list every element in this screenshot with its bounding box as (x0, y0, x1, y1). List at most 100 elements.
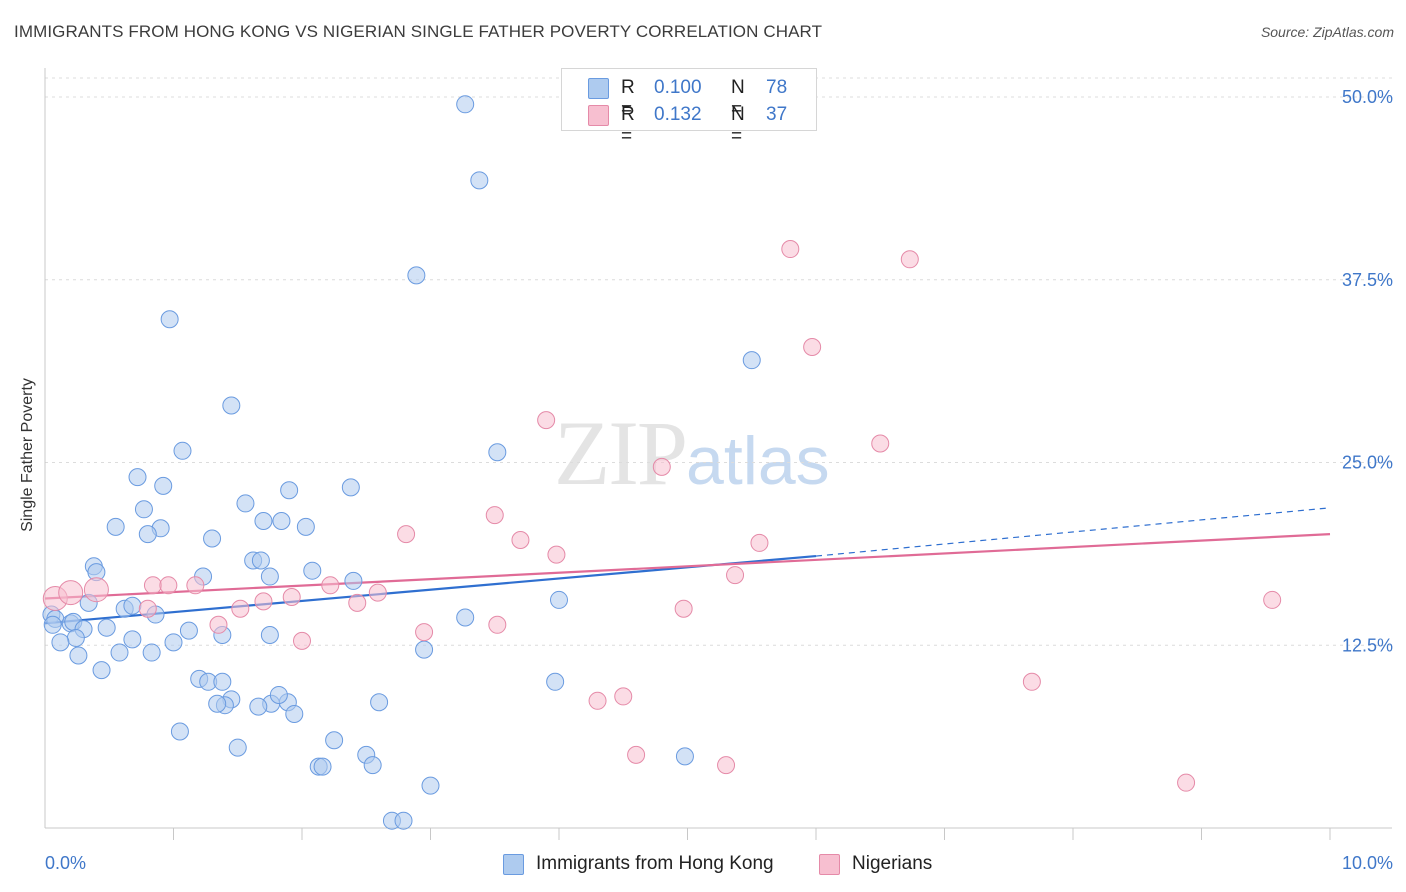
hong-kong-point (123, 630, 142, 649)
hong-kong-point (228, 738, 247, 757)
hong-kong-point (742, 351, 761, 370)
hong-kong-point (272, 511, 291, 530)
nigerians-point (1263, 590, 1282, 609)
hong-kong-point (280, 481, 299, 500)
legend-n-label: N = (731, 77, 745, 120)
watermark-atlas: atlas (686, 423, 830, 499)
x-tick-label: 0.0% (45, 853, 86, 873)
legend-r-label: R = (621, 77, 635, 120)
legend-n-value: 37 (766, 104, 788, 125)
hong-kong-point (110, 643, 129, 662)
hong-kong-point (134, 500, 153, 519)
hong-kong-point (69, 646, 88, 665)
bottom-legend-label: Immigrants from Hong Kong (536, 853, 774, 874)
correlation-legend: R = 0.100 N = 78 R = 0.132 N = 37 (561, 68, 817, 147)
nigerians-point (488, 615, 507, 634)
nigerians-point (726, 566, 745, 585)
bottom-legend-swatch (503, 854, 524, 875)
chart-title: IMMIGRANTS FROM HONG KONG VS NIGERIAN SI… (14, 22, 823, 41)
nigerians-point (900, 250, 919, 269)
nigerians-point (652, 457, 671, 476)
bottom-legend-label: Nigerians (852, 853, 933, 874)
hong-kong-point (128, 468, 147, 487)
nigerians-point (368, 583, 387, 602)
bottom-legend-swatch (819, 854, 840, 875)
hong-kong-point (370, 693, 389, 712)
nigerians-point (588, 691, 607, 710)
y-axis-label: Single Father Poverty (19, 378, 36, 532)
hong-kong-point (97, 618, 116, 637)
legend-r-value: 0.100 (654, 77, 702, 98)
hong-kong-point (203, 529, 222, 548)
hong-kong-point (341, 478, 360, 497)
nigerians-point (750, 533, 769, 552)
watermark: ZIPatlas (554, 400, 830, 506)
y-tick-label: 50.0% (1342, 87, 1393, 107)
tick-labels: 12.5% 25.0% 37.5% 50.0% 0.0% 10.0% (45, 87, 1393, 873)
nigerians-point (321, 576, 340, 595)
nigerians-point (138, 599, 157, 618)
hong-kong-point (407, 266, 426, 285)
nigerians-point (209, 615, 228, 634)
nigerians-point (871, 434, 890, 453)
hong-kong-point (208, 694, 227, 713)
nigerians-point (627, 745, 646, 764)
legend-n-value: 78 (766, 77, 788, 98)
hong-kong-point (106, 517, 125, 536)
nigerians-point (159, 576, 178, 595)
hong-kong-point (154, 476, 173, 495)
nigerians-point (83, 577, 109, 603)
hong-kong-point (123, 596, 142, 615)
nigerians-point (803, 338, 822, 357)
hong-kong-point (488, 443, 507, 462)
nigerians-point (143, 576, 162, 595)
hong-kong-point (546, 672, 565, 691)
hong-kong-point (363, 756, 382, 775)
nigerians-point (511, 530, 530, 549)
source-label: Source: ZipAtlas.com (1260, 24, 1394, 40)
hong-kong-point (173, 441, 192, 460)
hong-kong-point (138, 525, 157, 544)
hong-kong-point (456, 95, 475, 114)
hong-kong-point (313, 757, 332, 776)
trend-lines (44, 507, 1331, 625)
nigerians-point (485, 506, 504, 525)
hong-kong-point (344, 571, 363, 590)
hong-kong-point (285, 704, 304, 723)
nigerians-point (58, 580, 84, 606)
hong-kong-point (394, 811, 413, 830)
hong-kong-point (43, 615, 62, 634)
nigerians-point (397, 525, 416, 544)
nigerians-point (717, 756, 736, 775)
hong-kong-point (303, 561, 322, 580)
hong-kong-point (222, 396, 241, 415)
hong-kong-point (675, 747, 694, 766)
nigerians-point (254, 592, 273, 611)
nigerians-point (614, 687, 633, 706)
legend-r-label: R = (621, 104, 635, 147)
hong-kong-point (269, 685, 288, 704)
nigerians-point (547, 545, 566, 564)
nigerians-point (537, 411, 556, 430)
nigerians-trend-line (44, 533, 1331, 600)
hong-kong-point (415, 640, 434, 659)
hong-kong-trend-extension (815, 507, 1331, 557)
hong-kong-point (142, 643, 161, 662)
hong-kong-point (92, 661, 111, 680)
hong-kong-point (296, 517, 315, 536)
hong-kong-point (164, 633, 183, 652)
nigerians-point (674, 599, 693, 618)
hong-kong-point (236, 494, 255, 513)
watermark-zip: ZIP (554, 402, 688, 504)
hong-kong-point (249, 697, 268, 716)
nigerians-point (231, 599, 250, 618)
hong-kong-point (160, 310, 179, 329)
hong-kong-point (254, 511, 273, 530)
legend-swatch-hong-kong (588, 78, 609, 99)
hong-kong-point (470, 171, 489, 190)
nigerians-point (1022, 672, 1041, 691)
legend-swatch-nigerians (588, 105, 609, 126)
legend-n-label: N = (731, 104, 745, 147)
x-tick-label: 10.0% (1342, 853, 1393, 873)
